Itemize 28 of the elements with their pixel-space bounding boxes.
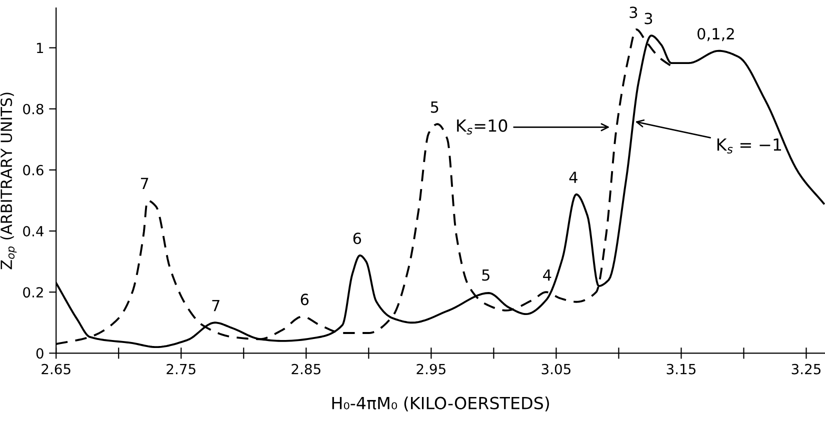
annotation: K$_{s}$=10 [457, 119, 508, 135]
y-tick-label: 0.6 [23, 164, 44, 176]
annotation: 0,1,2 [698, 28, 734, 42]
annotation: 3 [630, 6, 638, 18]
y-tick-label: 0.4 [23, 226, 44, 236]
y-tick-label: 1 [36, 42, 44, 54]
annotation: 3 [644, 12, 652, 24]
annotation: 7 [212, 300, 220, 312]
y-axis-title: Z$_{op}$ (ARBITRARY UNITS) [0, 92, 17, 270]
x-tick-label: 2.65 [42, 364, 70, 374]
annotation: K$_{s}$ = −1 [717, 138, 782, 154]
annotation: 6 [300, 294, 309, 306]
x-tick-label: 2.85 [292, 364, 320, 374]
annotation: 4 [543, 269, 552, 281]
x-tick-label: 2.75 [166, 364, 196, 374]
y-tick-label: 0 [36, 348, 44, 359]
annotation: 5 [482, 269, 490, 281]
annotation: 7 [140, 178, 148, 189]
y-tick-label: 0.8 [23, 104, 44, 114]
x-tick-label: 3.15 [666, 364, 696, 374]
x-axis-title: H₀-4πM₀ (KILO-OERSTEDS) [332, 396, 549, 412]
x-tick-label: 2.95 [416, 364, 446, 374]
annotation: 6 [353, 232, 362, 244]
annotation: 5 [430, 101, 438, 113]
x-tick-label: 3.25 [792, 364, 820, 374]
annotation: 4 [569, 172, 578, 183]
y-tick-label: 0.2 [23, 287, 43, 298]
x-tick-label: 3.05 [542, 364, 570, 374]
